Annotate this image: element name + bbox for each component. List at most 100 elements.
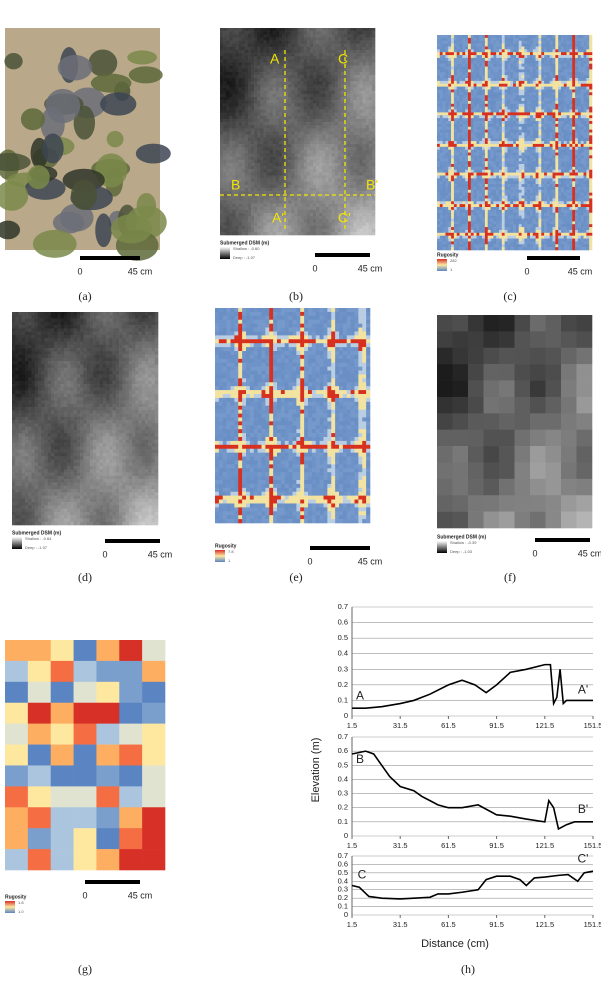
pixel (260, 122, 264, 126)
pixel (309, 150, 314, 154)
pixel (229, 31, 233, 35)
pixel (459, 52, 463, 56)
pixel (316, 59, 320, 63)
pixel (235, 81, 239, 85)
panel-images (0, 28, 593, 871)
pixel (319, 109, 323, 113)
pixel (229, 46, 233, 51)
pixel (319, 137, 323, 142)
pixel (484, 66, 489, 70)
pixel (496, 227, 500, 231)
pixel (220, 65, 224, 70)
pixel (334, 225, 339, 230)
pixel (456, 158, 460, 162)
pixel (291, 191, 295, 195)
pixel (263, 122, 267, 126)
pixel (285, 106, 289, 110)
pixel (476, 78, 480, 82)
pixel (371, 225, 376, 230)
pixel (484, 212, 489, 216)
pixel (331, 131, 335, 135)
pixel (371, 28, 376, 32)
pixel (453, 115, 458, 119)
pixel (487, 129, 491, 133)
pixel (282, 228, 286, 233)
pixel (456, 207, 460, 211)
pixel (257, 40, 261, 44)
pixel (439, 135, 443, 139)
pixel (285, 31, 289, 35)
pixel (319, 209, 323, 214)
pixel (294, 153, 298, 157)
pixel (254, 93, 258, 98)
pixel (493, 221, 497, 225)
pixel (340, 100, 345, 104)
pixel (260, 93, 264, 98)
pixel (368, 200, 373, 204)
pixel (362, 187, 366, 192)
pixel (451, 123, 455, 128)
pixel (362, 84, 366, 88)
pixel (356, 46, 360, 51)
pixel (297, 197, 301, 201)
pixel (465, 72, 469, 76)
pixel (344, 156, 348, 161)
pixel (263, 59, 267, 63)
pixel (322, 118, 326, 123)
stone (128, 66, 163, 84)
pixel (316, 109, 320, 113)
pixel (368, 115, 373, 120)
pixel (223, 53, 227, 57)
pixel (300, 78, 304, 82)
pixel (260, 187, 264, 192)
pixel (328, 122, 332, 126)
pixel (359, 56, 363, 60)
pixel (269, 65, 273, 70)
pixel (456, 221, 460, 225)
pixel (316, 106, 320, 110)
pixel (482, 109, 486, 113)
pixel (490, 143, 494, 148)
pixel (223, 184, 227, 189)
pixel (297, 81, 301, 85)
pixel (439, 218, 443, 222)
pixel (353, 134, 357, 139)
pixel (325, 144, 329, 148)
pixel (294, 53, 298, 57)
pixel (285, 84, 289, 88)
pixel (285, 216, 289, 220)
pixel (328, 81, 332, 85)
pixel (359, 172, 363, 176)
pixel (496, 229, 500, 234)
pixel (465, 207, 469, 211)
pixel (456, 95, 460, 99)
pixel (462, 80, 466, 85)
pixel (473, 95, 477, 99)
pixel (328, 115, 332, 120)
pixel (468, 69, 472, 73)
pixel (260, 59, 264, 63)
pixel (303, 228, 308, 233)
pixel (340, 90, 345, 95)
pixel (473, 60, 477, 64)
pixel (244, 43, 249, 48)
pixel (266, 131, 270, 135)
pixel (356, 181, 360, 186)
pixel (241, 169, 246, 173)
pixel (468, 121, 472, 125)
pixel (470, 132, 474, 136)
pixel (226, 200, 230, 204)
pixel (220, 78, 224, 82)
pixel (484, 138, 489, 142)
pixel (493, 224, 497, 228)
pixel (493, 118, 497, 122)
pixel (244, 109, 249, 113)
pixel (476, 69, 480, 73)
pixel (465, 229, 469, 234)
pixel (371, 97, 376, 101)
pixel (368, 49, 373, 54)
pixel (254, 106, 258, 110)
pixel (294, 122, 298, 126)
pixel (232, 194, 236, 198)
pixel (334, 213, 339, 217)
